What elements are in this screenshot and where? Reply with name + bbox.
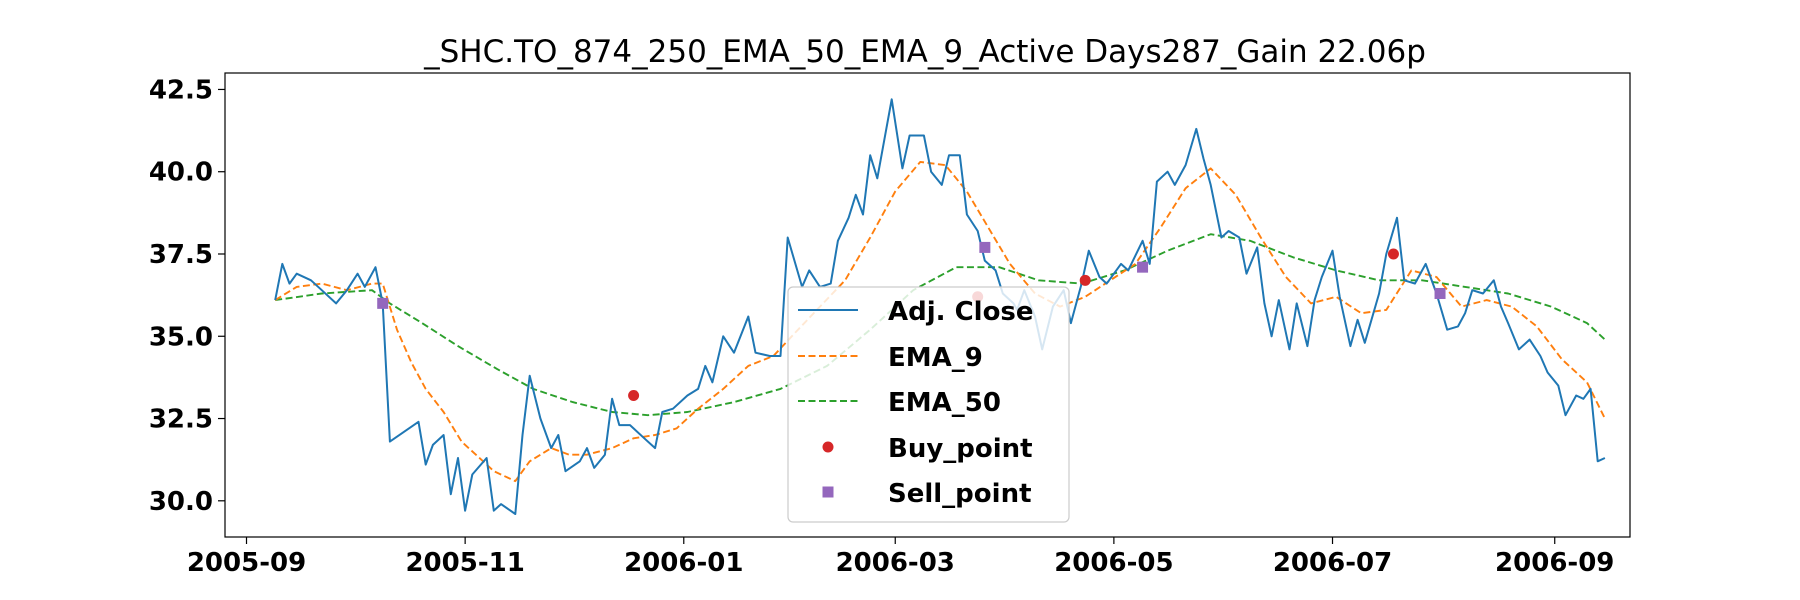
y-tick-label: 30.0 (149, 487, 213, 517)
y-tick-label: 32.5 (149, 405, 213, 435)
x-tick-label: 2006-05 (1054, 548, 1173, 578)
plot-frame (224, 72, 1631, 538)
x-tick-label: 2006-01 (624, 548, 743, 578)
buy-point-marker (1387, 248, 1399, 260)
legend-swatch-buy (822, 441, 834, 453)
chart-title: _SHC.TO_874_250_EMA_50_EMA_9_Active Days… (423, 34, 1426, 70)
y-tick-label: 40.0 (149, 158, 213, 188)
x-tick-label: 2006-09 (1495, 548, 1614, 578)
buy-point-marker (628, 389, 640, 401)
x-tick-label: 2005-11 (405, 548, 524, 578)
legend-label-sell: Sell_point (888, 479, 1032, 509)
sell-point-marker (979, 241, 991, 253)
y-tick-label: 35.0 (149, 322, 213, 352)
sell-point-marker (1137, 261, 1149, 273)
x-tick-label: 2005-09 (187, 548, 306, 578)
x-tick-label: 2006-07 (1273, 548, 1392, 578)
sell-point-marker (377, 297, 389, 309)
legend-swatch-sell (822, 486, 834, 498)
series-line-ema-50 (275, 233, 1606, 417)
axes: 2005-09 2005-11 2006-01 2006-03 2006-05 2006-… (149, 72, 1631, 578)
series-line-adj-close (274, 98, 1606, 515)
series-line-ema-9 (274, 160, 1606, 483)
x-tick-label: 2006-03 (836, 548, 955, 578)
y-tick-label: 42.5 (149, 75, 213, 105)
legend: Adj. Close EMA_9 EMA_50 Buy_point Sell_point (787, 286, 1070, 523)
legend-label-buy: Buy_point (888, 434, 1033, 464)
legend-label-adj_close: Adj. Close (888, 297, 1034, 327)
buy-point-marker (1079, 274, 1091, 286)
legend-box (787, 286, 1070, 523)
sell-point-marker (1434, 287, 1446, 299)
y-tick-label: 37.5 (149, 240, 213, 270)
legend-label-ema_50: EMA_50 (888, 388, 1001, 418)
legend-label-ema_9: EMA_9 (888, 343, 983, 373)
